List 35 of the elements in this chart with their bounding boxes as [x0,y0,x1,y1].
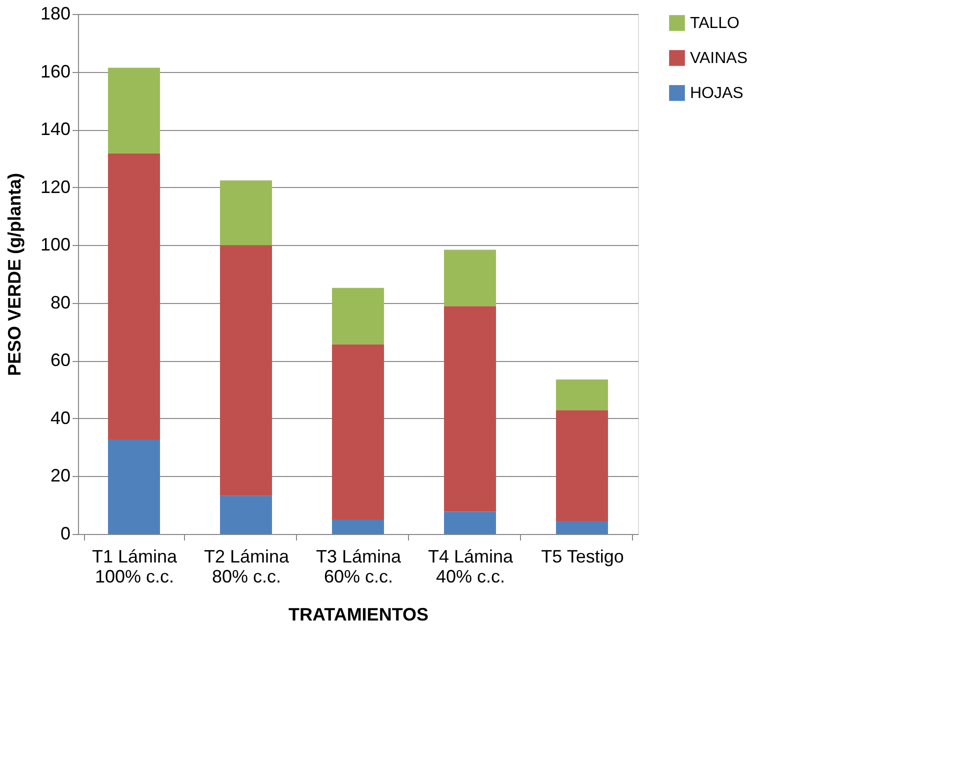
x-axis-title: TRATAMIENTOS [288,604,428,624]
bar [444,512,496,534]
bar [332,288,384,344]
bar [444,250,496,306]
bar [220,245,272,496]
bar [332,520,384,534]
y-tick-label: 160 [40,61,70,82]
y-axis-title: PESO VERDE (g/planta) [4,172,24,376]
bar [108,68,160,154]
y-tick-label: 100 [40,234,70,255]
bar [556,521,608,534]
y-tick-label: 60 [50,350,70,370]
y-tick-label: 80 [50,292,70,312]
bar [220,180,272,246]
bar [108,440,160,534]
x-tick-label: T3 Lámina 60% c.c. [316,546,402,586]
bar [444,306,496,512]
bar [220,496,272,534]
x-tick-label: T4 Lámina 40% c.c. [428,546,514,586]
y-tick-label: 0 [60,524,70,544]
x-tick-label: T1 Lámina 100% c.c. [92,546,178,586]
legend-label: VAINAS [690,50,748,67]
bar [332,344,384,520]
y-tick-label: 180 [40,4,70,24]
y-tick-label: 20 [50,466,70,486]
legend-label: TALLO [690,15,740,32]
y-tick-label: 120 [40,176,70,197]
bar [556,410,608,521]
x-tick-label: T5 Testigo [541,546,624,566]
bar [108,153,160,440]
x-tick-label: T2 Lámina 80% c.c. [204,546,290,586]
bar [556,379,608,410]
legend-label: HOJAS [690,85,744,102]
y-tick-label: 140 [40,119,70,140]
y-tick-label: 40 [50,408,70,428]
